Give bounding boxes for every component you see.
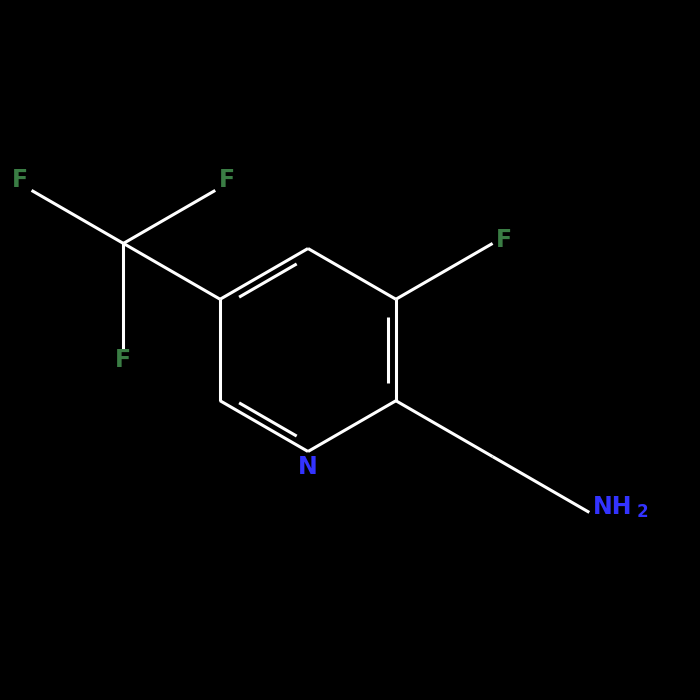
Text: 2: 2 bbox=[637, 503, 648, 521]
Text: NH: NH bbox=[593, 495, 632, 519]
Text: N: N bbox=[298, 455, 318, 479]
Text: F: F bbox=[116, 348, 132, 372]
Text: F: F bbox=[219, 168, 235, 192]
Text: F: F bbox=[496, 228, 512, 252]
Text: F: F bbox=[12, 168, 28, 192]
